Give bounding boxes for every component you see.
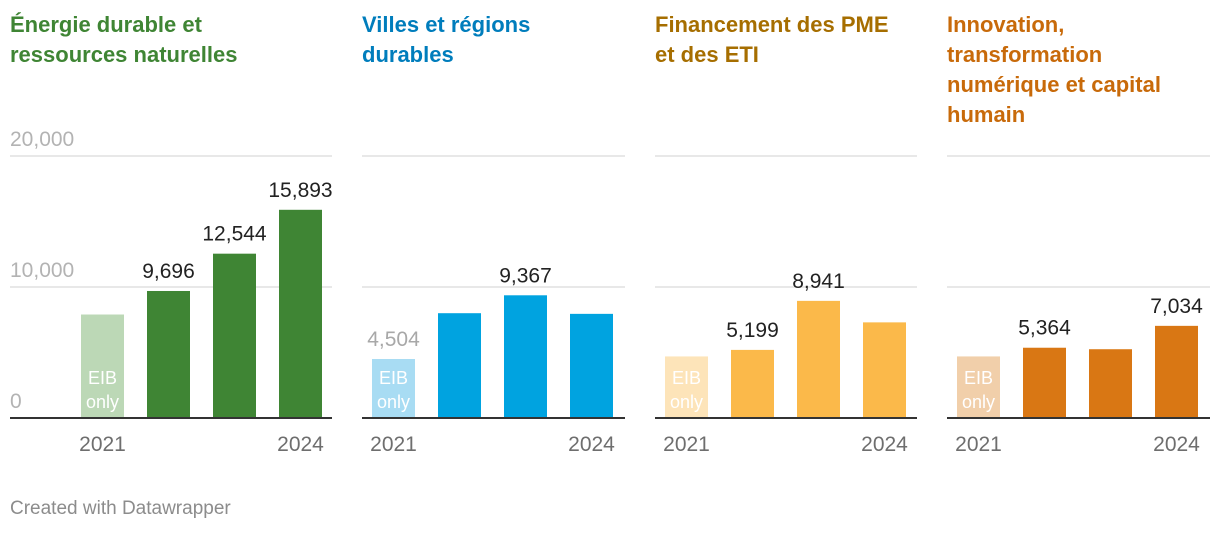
panel-energie: Énergie durable et ressources naturelles… — [10, 0, 333, 470]
bar-chart-pme: EIB only 2021 5,199 8,941 2024 — [655, 155, 917, 456]
data-label: 9,367 — [499, 264, 552, 287]
bar-2021 — [81, 314, 124, 418]
bar-2024 — [570, 313, 613, 418]
y-tick-label: 10,000 — [10, 259, 74, 282]
eib-only-label: EIB — [88, 368, 117, 388]
bar-2021 — [372, 358, 415, 418]
panel-title: Financement des PME et des ETI — [655, 12, 889, 67]
bar-2024 — [863, 322, 906, 418]
data-label: 15,893 — [268, 179, 332, 202]
data-label: 12,544 — [202, 223, 267, 246]
panel-innovation: Innovation, transformation numérique et … — [947, 0, 1210, 470]
data-label: 8,941 — [792, 270, 845, 293]
eib-only-label: EIB — [672, 368, 701, 388]
x-tick-label: 2024 — [1153, 433, 1200, 456]
data-label: 4,504 — [367, 328, 420, 351]
eib-only-label: only — [86, 392, 119, 412]
bar-2021 — [957, 356, 1000, 418]
bar-2023 — [1089, 349, 1132, 418]
panel-title: Énergie durable et ressources naturelles — [10, 12, 238, 67]
eib-only-label: only — [962, 392, 995, 412]
x-tick-label: 2024 — [861, 433, 908, 456]
data-label: 7,034 — [1150, 295, 1203, 318]
bar-2022 — [147, 290, 190, 418]
data-label: 5,364 — [1018, 317, 1071, 340]
x-tick-label: 2024 — [277, 433, 324, 456]
footer-credit: Created with Datawrapper — [10, 498, 231, 519]
eib-only-label: EIB — [379, 368, 408, 388]
x-tick-label: 2024 — [568, 433, 615, 456]
bar-2022 — [438, 313, 481, 418]
x-tick-label: 2021 — [955, 433, 1002, 456]
x-tick-label: 2021 — [663, 433, 710, 456]
bar-2021 — [665, 356, 708, 418]
eib-only-label: EIB — [964, 368, 993, 388]
bar-2023 — [504, 295, 547, 418]
bar-2023 — [213, 253, 256, 418]
eib-only-label: only — [670, 392, 703, 412]
bar-2022 — [731, 349, 774, 418]
y-tick-label: 0 — [10, 390, 22, 413]
x-tick-label: 2021 — [370, 433, 417, 456]
eib-only-label: only — [377, 392, 410, 412]
panel-villes: Villes et régions durables 4,504 EIB only 2… — [362, 0, 625, 470]
bar-2024 — [279, 209, 322, 418]
bar-2022 — [1023, 347, 1066, 418]
y-tick-label: 20,000 — [10, 128, 74, 151]
panel-title: Innovation, transformation numérique et … — [947, 12, 1161, 127]
bar-2023 — [797, 300, 840, 418]
bar-chart-villes: 4,504 EIB only 2021 9,367 2024 — [362, 155, 625, 456]
panel-pme: Financement des PME et des ETI EIB only 20… — [655, 0, 917, 470]
bar-chart-innovation: EIB only 2021 5,364 7,034 2024 — [947, 155, 1210, 456]
bar-2024 — [1155, 325, 1198, 418]
x-tick-label: 2021 — [79, 433, 126, 456]
data-label: 9,696 — [142, 260, 195, 283]
data-label: 5,199 — [726, 319, 779, 342]
bar-chart-energie: 0 10,000 20,000 EIB only 2021 9,696 12,54415,89… — [10, 128, 333, 456]
panel-title: Villes et régions durables — [362, 12, 531, 67]
